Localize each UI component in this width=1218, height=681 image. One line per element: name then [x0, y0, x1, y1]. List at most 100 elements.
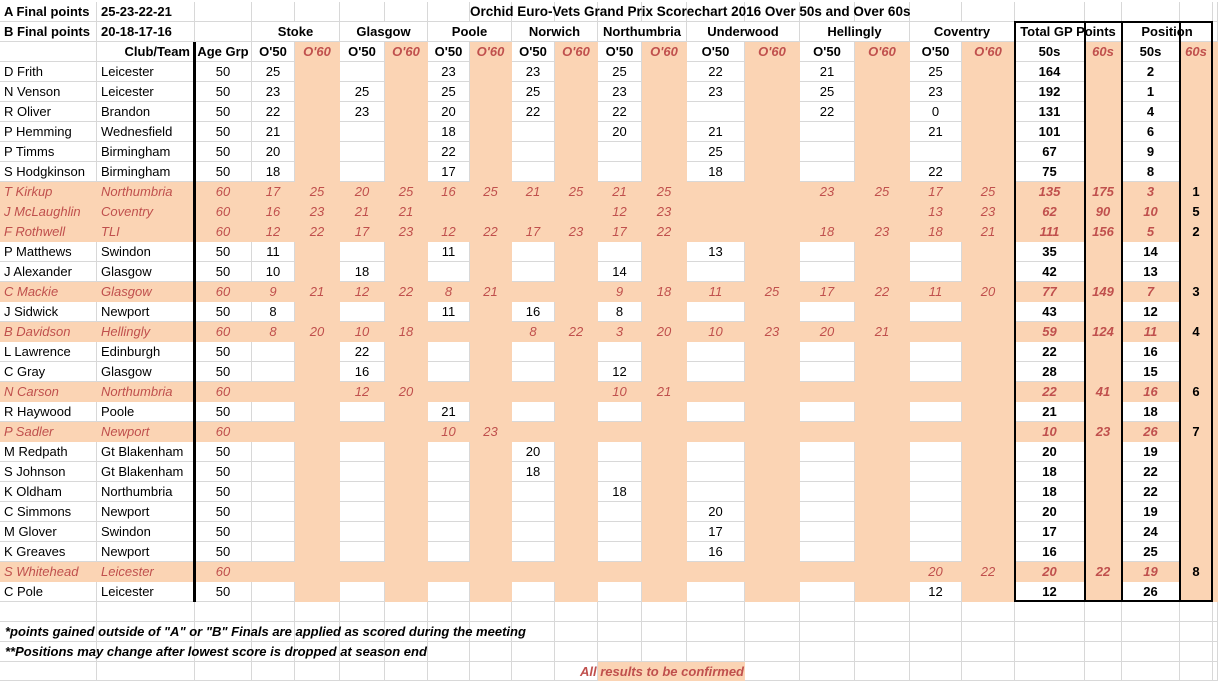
- player-name-cell: K Oldham: [0, 482, 97, 502]
- score-cell-o50: 12: [252, 222, 295, 242]
- total-60s-cell: 175: [1085, 182, 1122, 202]
- grid-cell: [470, 642, 512, 662]
- score-cell-o60: [642, 402, 687, 422]
- score-cell-o60: [295, 442, 340, 462]
- total-50s-cell: 18: [1015, 482, 1085, 502]
- grid-cell: [1015, 2, 1085, 22]
- score-cell-o60: [385, 82, 428, 102]
- pos-60s-cell: [1180, 102, 1213, 122]
- o50-header: O'50: [512, 42, 555, 62]
- pos-60s-cell: [1180, 402, 1213, 422]
- score-cell-o50: 20: [598, 122, 642, 142]
- score-cell-o60: [642, 362, 687, 382]
- score-cell-o60: [855, 102, 910, 122]
- o60-header: O'60: [745, 42, 800, 62]
- pos-60s-cell: [1180, 302, 1213, 322]
- score-cell-o50: [428, 362, 470, 382]
- grid-cell: [800, 642, 855, 662]
- player-name-cell: F Rothwell: [0, 222, 97, 242]
- score-cell-o60: [555, 162, 598, 182]
- grid-cell: [0, 602, 97, 622]
- score-cell-o60: 21: [962, 222, 1015, 242]
- score-cell-o60: [855, 342, 910, 362]
- score-cell-o50: 25: [687, 142, 745, 162]
- score-cell-o60: 23: [855, 222, 910, 242]
- player-name-cell: N Carson: [0, 382, 97, 402]
- player-club-cell: Gt Blakenham: [97, 442, 195, 462]
- score-cell-o60: 22: [295, 222, 340, 242]
- score-cell-o50: 18: [252, 162, 295, 182]
- score-cell-o50: 18: [428, 122, 470, 142]
- score-cell-o50: [910, 462, 962, 482]
- grid-cell: [855, 2, 910, 22]
- score-cell-o50: 3: [598, 322, 642, 342]
- score-cell-o50: [910, 262, 962, 282]
- player-club-cell: Newport: [97, 502, 195, 522]
- pos-50s-cell: 15: [1122, 362, 1180, 382]
- score-cell-o60: [962, 142, 1015, 162]
- score-cell-o50: 10: [428, 422, 470, 442]
- player-club-cell: Newport: [97, 302, 195, 322]
- b-final-label: B Final points: [0, 22, 97, 42]
- score-cell-o50: [252, 362, 295, 382]
- score-cell-o50: 17: [512, 222, 555, 242]
- score-cell-o50: [800, 342, 855, 362]
- score-cell-o60: [470, 402, 512, 422]
- score-cell-o60: [470, 502, 512, 522]
- position-50s-60s-divider: [1179, 21, 1181, 602]
- score-cell-o60: [555, 522, 598, 542]
- total-60s-cell: [1085, 462, 1122, 482]
- grid-cell: [340, 2, 385, 22]
- player-name-cell: S Johnson: [0, 462, 97, 482]
- score-cell-o50: [687, 462, 745, 482]
- grid-cell: [598, 2, 642, 22]
- score-cell-o60: [855, 482, 910, 502]
- player-age-cell: 50: [195, 442, 252, 462]
- score-cell-o50: 22: [428, 142, 470, 162]
- grid-cell: [512, 622, 555, 642]
- total-50s-cell: 75: [1015, 162, 1085, 182]
- score-cell-o60: [642, 142, 687, 162]
- score-cell-o50: [428, 342, 470, 362]
- grid-cell: [1122, 602, 1180, 622]
- score-cell-o50: [687, 562, 745, 582]
- venue-header-coventry: Coventry: [910, 22, 1015, 42]
- subheader-60s: 60s: [1180, 42, 1213, 62]
- score-cell-o50: [340, 242, 385, 262]
- score-cell-o60: [745, 122, 800, 142]
- score-cell-o60: [962, 122, 1015, 142]
- score-cell-o50: 22: [252, 102, 295, 122]
- score-cell-o60: [470, 262, 512, 282]
- score-cell-o50: 16: [687, 542, 745, 562]
- grid-cell: [1213, 642, 1218, 662]
- score-cell-o50: [512, 142, 555, 162]
- score-cell-o60: [962, 582, 1015, 602]
- pos-60s-cell: [1180, 262, 1213, 282]
- score-cell-o60: [555, 342, 598, 362]
- score-cell-o60: [642, 62, 687, 82]
- score-cell-o50: 20: [252, 142, 295, 162]
- score-cell-o50: 8: [252, 322, 295, 342]
- player-age-cell: 60: [195, 422, 252, 442]
- score-cell-o60: [385, 142, 428, 162]
- score-cell-o60: [385, 162, 428, 182]
- pos-60s-cell: [1180, 82, 1213, 102]
- score-cell-o60: [385, 422, 428, 442]
- grid-cell: [295, 622, 340, 642]
- player-name-cell: C Pole: [0, 582, 97, 602]
- club-team-header: Club/Team: [97, 42, 195, 62]
- total-60s-cell: 22: [1085, 562, 1122, 582]
- score-cell-o50: 11: [687, 282, 745, 302]
- score-cell-o60: [555, 142, 598, 162]
- score-cell-o60: [642, 342, 687, 362]
- grid-cell: [428, 642, 470, 662]
- score-cell-o50: 25: [910, 62, 962, 82]
- score-cell-o50: [512, 242, 555, 262]
- score-cell-o50: 25: [512, 82, 555, 102]
- score-cell-o60: 21: [855, 322, 910, 342]
- grid-cell: [910, 2, 962, 22]
- player-age-cell: 50: [195, 242, 252, 262]
- score-cell-o50: 23: [252, 82, 295, 102]
- score-cell-o60: [295, 82, 340, 102]
- grid-cell: [428, 602, 470, 622]
